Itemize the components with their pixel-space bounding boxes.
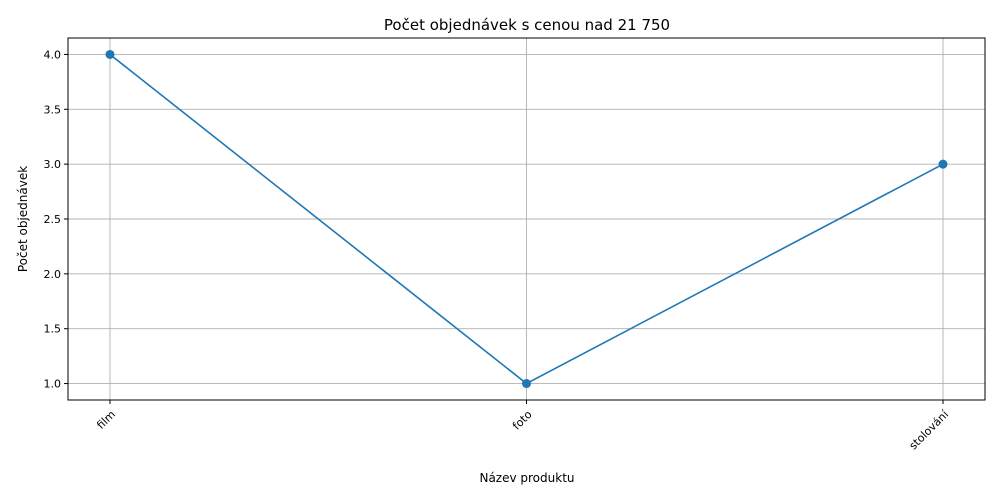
y-tick-label: 2.5 — [44, 213, 62, 226]
x-axis-label: Název produktu — [479, 471, 574, 485]
y-tick-label: 3.5 — [44, 103, 62, 116]
y-tick-label: 1.0 — [44, 378, 62, 391]
y-tick-label: 1.5 — [44, 323, 62, 336]
grid — [68, 38, 985, 400]
data-point-foto — [522, 379, 531, 389]
y-tick-label: 3.0 — [44, 158, 62, 171]
x-axis: film foto stolování — [94, 400, 952, 452]
data-point-stolování — [938, 159, 948, 169]
y-axis-label: Počet objednávek — [16, 166, 30, 272]
series-layer — [105, 49, 948, 389]
data-point-film — [105, 49, 115, 59]
chart-title: Počet objednávek s cenou nad 21 750 — [384, 16, 670, 34]
x-tick-label: foto — [510, 408, 535, 433]
y-axis: 1.0 1.5 2.0 2.5 3.0 3.5 4.0 — [44, 48, 68, 391]
x-tick-label: stolování — [907, 407, 952, 452]
y-tick-label: 2.0 — [44, 268, 62, 281]
y-tick-label: 4.0 — [44, 48, 62, 61]
x-tick-label: film — [94, 408, 118, 432]
